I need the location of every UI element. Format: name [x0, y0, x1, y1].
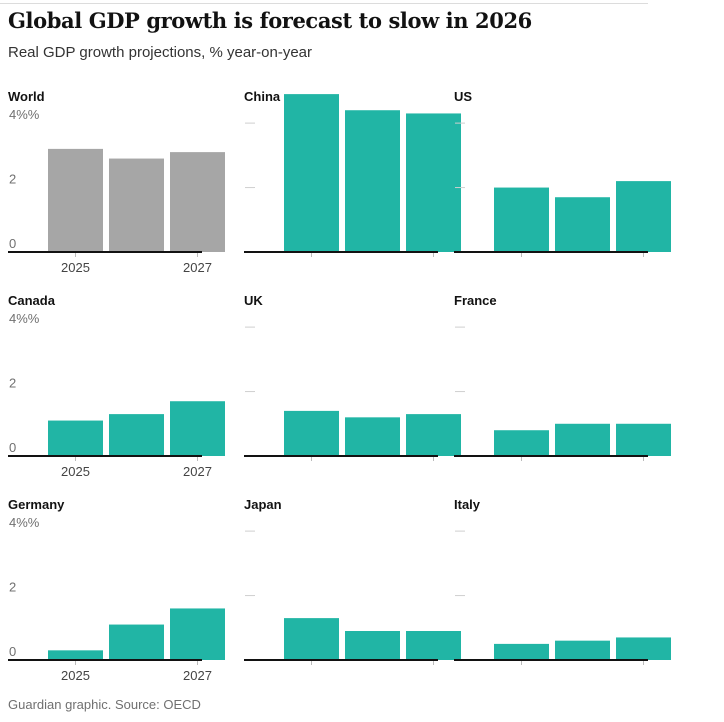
page-subtitle: Real GDP growth projections, % year-on-y…: [8, 44, 313, 61]
x-tick-label: 2025: [61, 668, 90, 683]
bar-china-2027: [406, 113, 461, 252]
bar-uk-2025: [284, 410, 339, 456]
bar-italy-2025: [494, 643, 549, 660]
bar-world-2026: [109, 158, 164, 252]
bar-china-2025: [284, 94, 339, 252]
bar-uk-2026: [345, 417, 400, 456]
panel-title-germany: Germany: [8, 497, 65, 512]
bar-china-2026: [345, 110, 400, 252]
bar-france-2025: [494, 430, 549, 456]
x-tick-label: 2027: [183, 668, 212, 683]
y-tick-label: 0: [9, 644, 16, 659]
bar-us-2026: [555, 197, 610, 252]
x-tick-label: 2027: [183, 260, 212, 275]
panel-title-canada: Canada: [8, 293, 56, 308]
bar-japan-2025: [284, 618, 339, 660]
bar-japan-2027: [406, 631, 461, 660]
panel-title-world: World: [8, 89, 45, 104]
bar-uk-2027: [406, 414, 461, 456]
source-note: Guardian graphic. Source: OECD: [8, 697, 201, 712]
bar-germany-2027: [170, 608, 225, 660]
bar-italy-2026: [555, 640, 610, 660]
y-tick-label: 4%%: [9, 107, 40, 122]
y-tick-label: 2: [9, 580, 16, 595]
bar-us-2025: [494, 187, 549, 252]
y-tick-label: 4%%: [9, 515, 40, 530]
bar-us-2027: [616, 181, 671, 252]
panel-title-japan: Japan: [244, 497, 282, 512]
bar-canada-2025: [48, 420, 103, 456]
panel-title-us: US: [454, 89, 472, 104]
x-tick-label: 2027: [183, 464, 212, 479]
bar-canada-2027: [170, 401, 225, 456]
x-tick-label: 2025: [61, 464, 90, 479]
bar-world-2027: [170, 152, 225, 252]
page-title: Global GDP growth is forecast to slow in…: [8, 8, 532, 33]
x-tick-label: 2025: [61, 260, 90, 275]
bar-canada-2026: [109, 414, 164, 456]
panel-title-italy: Italy: [454, 497, 481, 512]
bar-japan-2026: [345, 631, 400, 660]
bar-world-2025: [48, 148, 103, 252]
y-tick-label: 2: [9, 376, 16, 391]
bar-germany-2025: [48, 650, 103, 660]
panel-title-uk: UK: [244, 293, 263, 308]
y-tick-label: 0: [9, 236, 16, 251]
y-tick-label: 0: [9, 440, 16, 455]
bar-germany-2026: [109, 624, 164, 660]
top-rule: [0, 3, 648, 4]
y-tick-label: 4%%: [9, 311, 40, 326]
bar-france-2026: [555, 423, 610, 456]
y-tick-label: 2: [9, 172, 16, 187]
panel-title-france: France: [454, 293, 497, 308]
bar-italy-2027: [616, 637, 671, 660]
panel-title-china: China: [244, 89, 281, 104]
bar-france-2027: [616, 423, 671, 456]
